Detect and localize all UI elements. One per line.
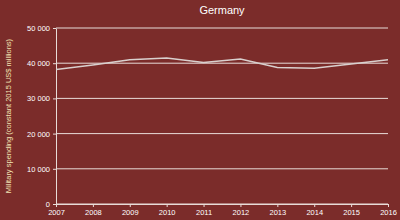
x-tick: 2016 (380, 204, 397, 217)
y-tick-mark (53, 63, 56, 64)
series (56, 58, 388, 70)
y-tick-label: 50 000 (27, 24, 50, 33)
y-tick-label: 30 000 (27, 94, 50, 103)
x-tick: 2010 (159, 204, 176, 217)
x-tick-label: 2012 (233, 208, 250, 217)
x-tick: 2014 (306, 204, 323, 217)
grid-line (56, 98, 388, 99)
y-tick-mark (53, 134, 56, 135)
y-tick-mark (53, 169, 56, 170)
y-tick: 50 000 (27, 24, 56, 33)
grid-line (56, 133, 388, 134)
x-tick: 2011 (196, 204, 212, 217)
y-tick-mark (53, 28, 56, 29)
x-tick: 2009 (122, 204, 139, 217)
x-tick: 2012 (233, 204, 250, 217)
x-tick-label: 2015 (343, 208, 360, 217)
y-tick: 30 000 (27, 94, 56, 103)
background (0, 0, 400, 220)
line (56, 58, 388, 70)
y-tick-mark (53, 98, 56, 99)
x-tick: 2008 (85, 204, 102, 217)
x-tick: 2015 (343, 204, 360, 217)
grid-line (56, 28, 388, 29)
grid-line (56, 168, 388, 169)
x-tick-label: 2014 (306, 208, 323, 217)
grid (56, 28, 388, 204)
y-tick-label: 10 000 (27, 165, 50, 174)
y-axis: 010 00020 00030 00040 00050 000 (27, 24, 56, 209)
x-tick-label: 2010 (159, 208, 176, 217)
x-tick-label: 2016 (380, 208, 397, 217)
y-axis-line (56, 29, 57, 205)
x-tick: 2007 (48, 204, 65, 217)
y-tick: 40 000 (27, 59, 56, 68)
x-axis: 2007 2008 2009 2010 2011 2012 2013 2014 2015 2016 (48, 204, 397, 217)
x-tick-label: 2007 (48, 208, 65, 217)
grid-line (56, 204, 388, 205)
x-tick-label: 2011 (196, 208, 212, 217)
x-tick-label: 2013 (269, 208, 286, 217)
chart: 010 00020 00030 00040 00050 000200720082… (0, 0, 400, 220)
y-axis-title: Military spending (constant 2015 US$ mil… (4, 38, 13, 193)
x-tick-label: 2008 (85, 208, 102, 217)
y-tick-label: 40 000 (27, 59, 50, 68)
y-tick: 20 000 (27, 130, 56, 139)
x-axis-line (57, 204, 389, 205)
y-tick: 10 000 (27, 165, 56, 174)
plot: 010 00020 00030 00040 00050 000200720082… (27, 24, 397, 217)
x-tick: 2013 (269, 204, 286, 217)
title: Germany (199, 4, 245, 16)
y-tick-mark (53, 204, 56, 205)
y-tick-label: 20 000 (27, 130, 50, 139)
x-tick-label: 2009 (122, 208, 139, 217)
